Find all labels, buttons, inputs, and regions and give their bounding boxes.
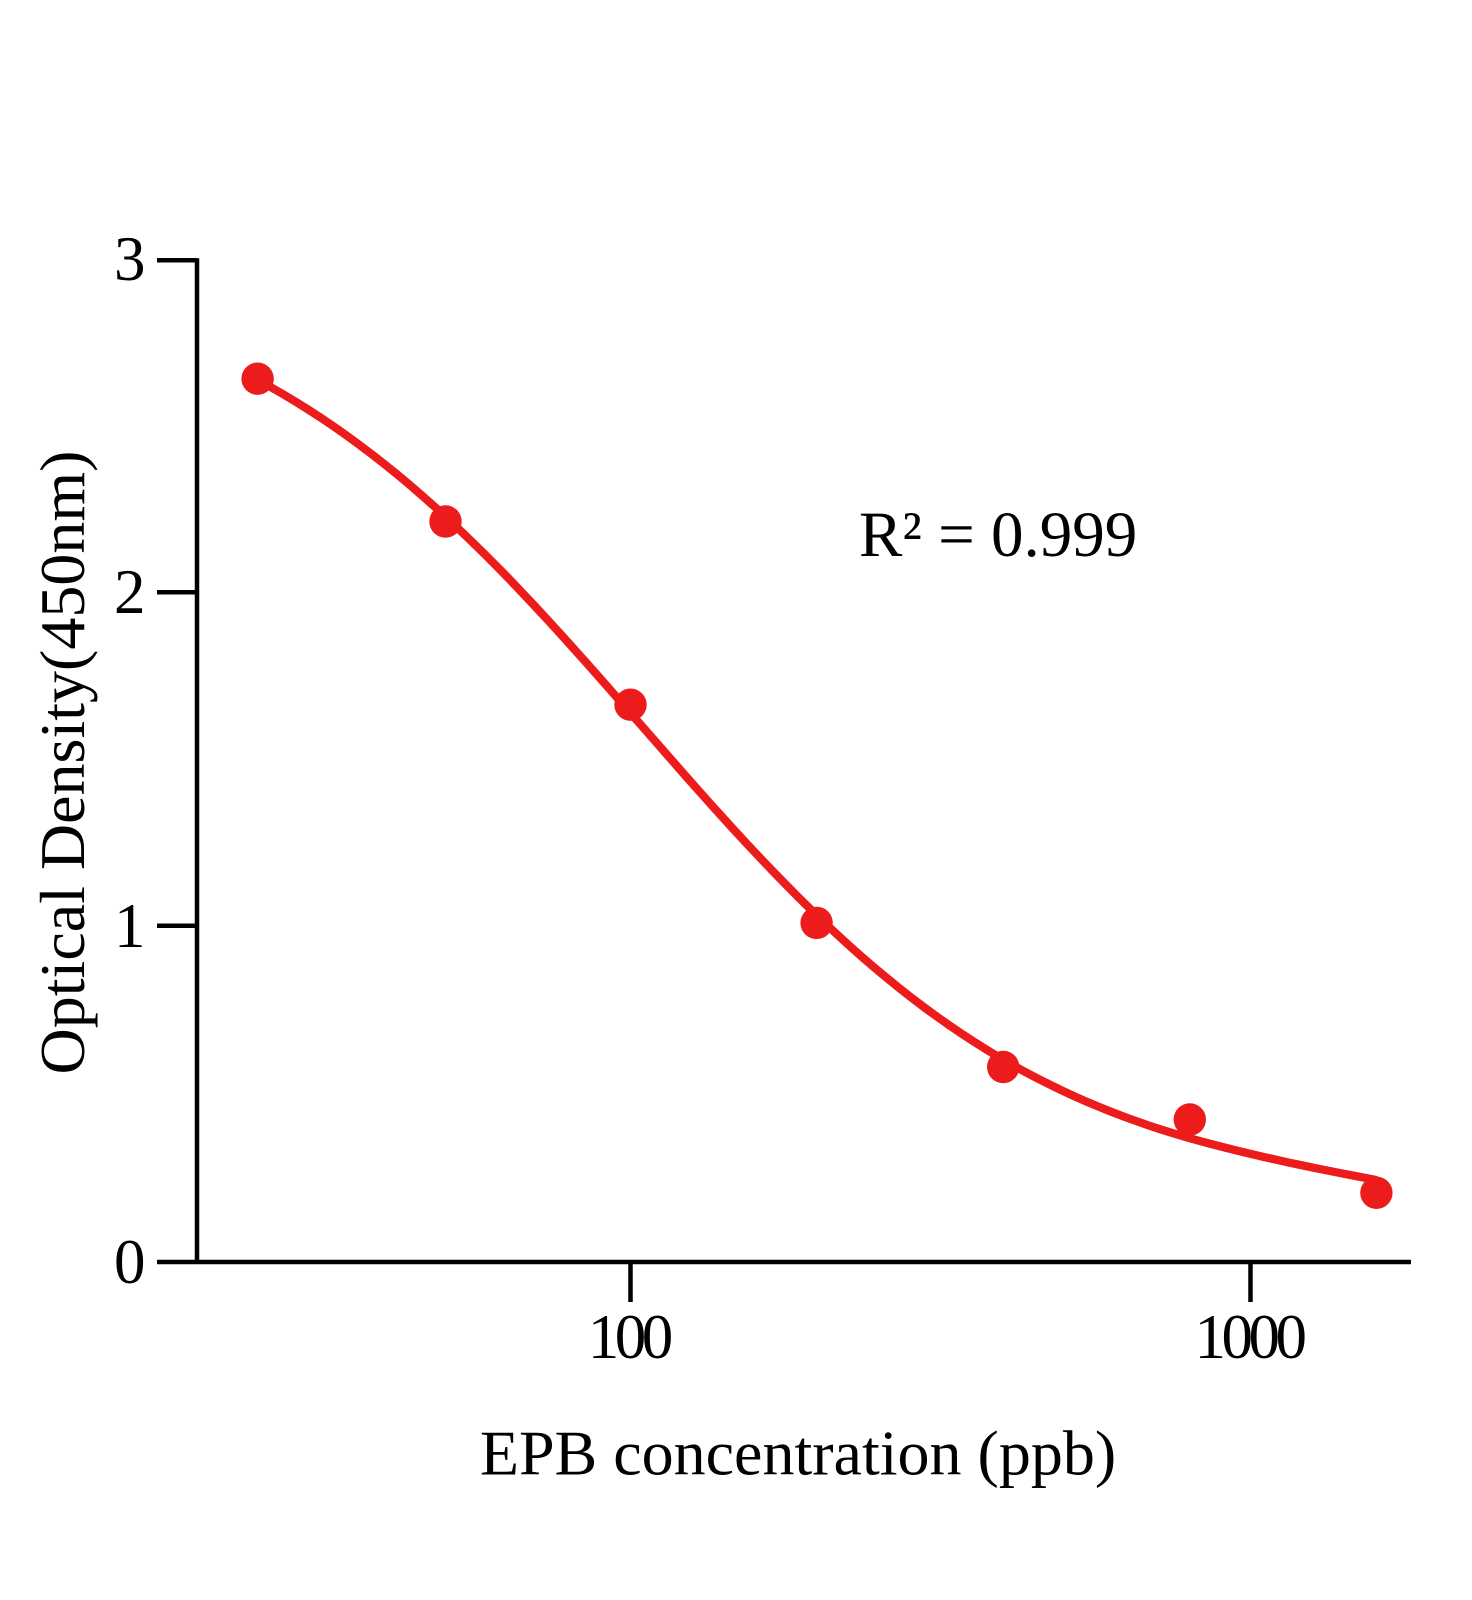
svg-text:Optical Density(450nm): Optical Density(450nm) xyxy=(27,451,98,1075)
svg-text:1000: 1000 xyxy=(1195,1302,1306,1372)
svg-text:R² = 0.999: R² = 0.999 xyxy=(859,499,1137,571)
svg-text:2: 2 xyxy=(114,557,146,627)
svg-text:0: 0 xyxy=(114,1227,146,1297)
svg-text:100: 100 xyxy=(588,1302,672,1372)
svg-text:EPB concentration (ppb): EPB concentration (ppb) xyxy=(480,1418,1116,1489)
svg-text:1: 1 xyxy=(114,891,146,961)
svg-text:3: 3 xyxy=(114,224,146,294)
